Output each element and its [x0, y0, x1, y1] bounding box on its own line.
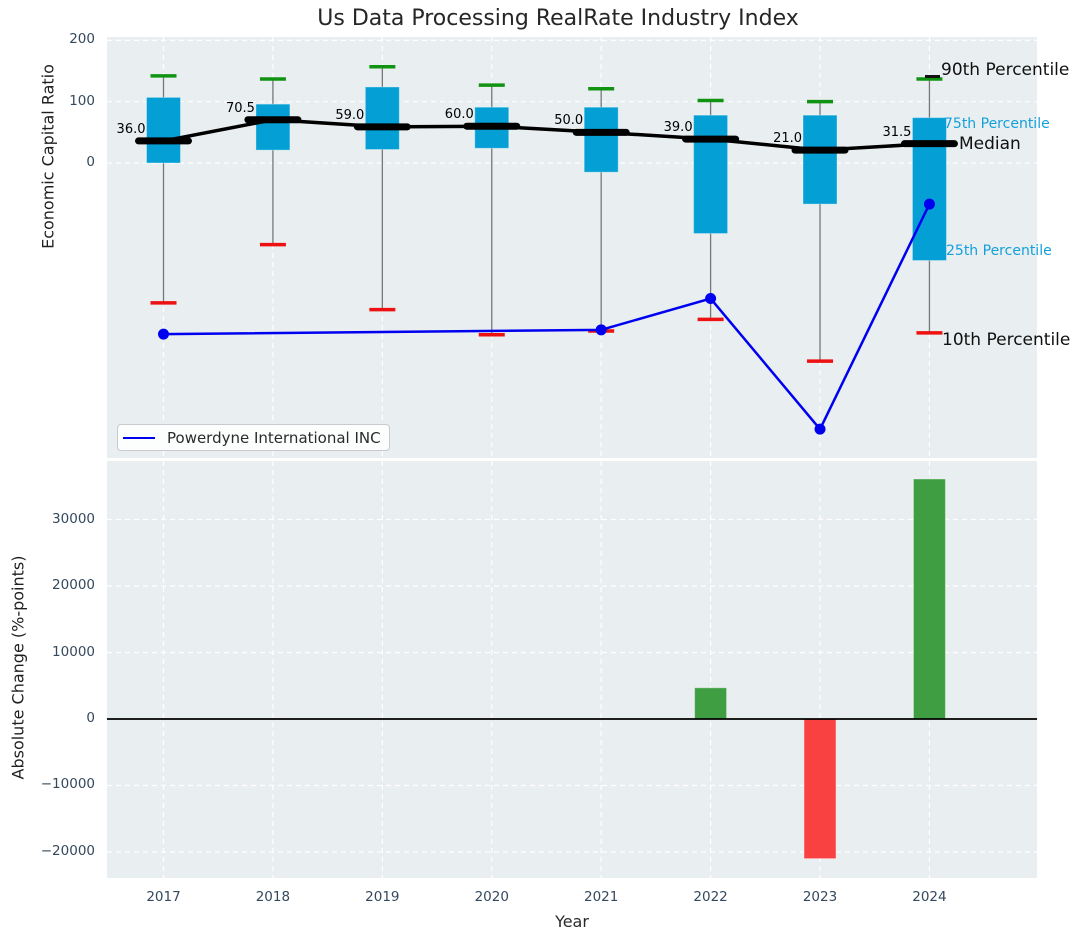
label-25th-percentile: 25th Percentile: [946, 243, 1052, 259]
x-tick: 2022: [681, 889, 741, 905]
company-marker: [596, 324, 607, 335]
x-tick: 2023: [790, 889, 850, 905]
company-marker: [705, 293, 716, 304]
bottom-y-tick: 30000: [35, 511, 95, 527]
x-tick: 2020: [462, 889, 522, 905]
figure: Us Data Processing RealRate Industry Ind…: [0, 0, 1076, 942]
percentile-box: [584, 107, 618, 172]
change-bar-positive: [695, 688, 727, 719]
label-median: Median: [959, 134, 1021, 154]
label-10th-percentile: 10th Percentile: [942, 330, 1070, 350]
percentile-box: [256, 104, 290, 150]
median-value-annotation: 39.0: [639, 120, 693, 135]
median-value-annotation: 59.0: [310, 108, 364, 123]
x-tick: 2018: [243, 889, 303, 905]
legend-label: Powerdyne International INC: [167, 429, 381, 447]
bottom-y-tick: 10000: [35, 644, 95, 660]
change-bar-positive: [913, 479, 945, 719]
median-value-annotation: 60.0: [420, 107, 474, 122]
x-tick: 2021: [571, 889, 631, 905]
change-bar-negative: [804, 719, 836, 859]
percentile-box: [694, 115, 728, 233]
company-marker: [158, 329, 169, 340]
percentile-box: [912, 118, 946, 261]
x-tick: 2019: [352, 889, 412, 905]
x-tick: 2024: [899, 889, 959, 905]
bottom-y-tick: −10000: [35, 776, 95, 792]
top-y-tick: 0: [35, 154, 95, 170]
label-90th-leader-dash: [925, 75, 940, 78]
median-value-annotation: 36.0: [92, 122, 146, 137]
median-value-annotation: 70.5: [201, 101, 255, 116]
top-y-tick: 100: [35, 93, 95, 109]
median-value-annotation: 21.0: [748, 131, 802, 146]
label-75th-percentile: 75th Percentile: [944, 116, 1050, 132]
company-marker: [924, 199, 935, 210]
company-marker: [815, 424, 826, 435]
company-line: [164, 204, 930, 429]
percentile-box: [147, 97, 181, 163]
plot-canvas: [0, 0, 1076, 942]
percentile-box: [365, 87, 399, 150]
bottom-y-tick: 20000: [35, 577, 95, 593]
bottom-y-tick: −20000: [35, 843, 95, 859]
top-y-tick: 200: [35, 31, 95, 47]
legend: Powerdyne International INC: [117, 424, 390, 451]
legend-line-sample: [123, 437, 155, 439]
label-90th-percentile: 90th Percentile: [941, 60, 1069, 80]
median-value-annotation: 50.0: [529, 113, 583, 128]
median-value-annotation: 31.5: [857, 125, 911, 140]
percentile-box: [803, 115, 837, 204]
bottom-y-tick: 0: [35, 710, 95, 726]
x-tick: 2017: [134, 889, 194, 905]
